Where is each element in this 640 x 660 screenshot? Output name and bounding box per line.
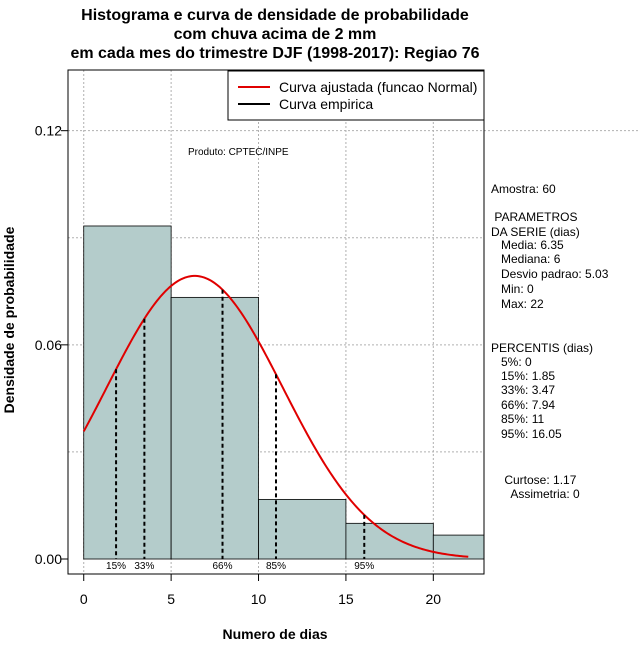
x-tick-label-5: 5	[167, 591, 175, 607]
x-axis-title: Numero de dias	[222, 626, 327, 642]
legend-label-fitted: Curva ajustada (funcao Normal)	[279, 79, 477, 95]
x-tick-label-10: 10	[251, 591, 267, 607]
percentile-label-15: 15%	[106, 561, 126, 572]
histogram-bar-2	[170, 296, 259, 560]
percentile-33: 33%: 3.47	[491, 383, 555, 397]
chart-title-line-3: em cada mes do trimestre DJF (1998-2017)…	[70, 45, 479, 62]
sample-size: Amostra: 60	[491, 182, 556, 196]
percentiles-heading: PERCENTIS (dias)	[491, 341, 593, 355]
y-tick-label-0.12: 0.12	[35, 123, 62, 139]
y-tick-label-0.00: 0.00	[35, 551, 62, 567]
legend-box	[227, 70, 485, 121]
percentile-85: 85%: 11	[491, 412, 544, 426]
percentile-lines: 15% 33% 66% 85% 95%	[106, 289, 374, 572]
histogram-bar-1	[83, 225, 172, 560]
y-axis: 0.00 0.06 0.12	[35, 123, 69, 567]
percentile-15: 15%: 1.85	[491, 369, 555, 383]
chart-title-line-2: com chuva acima de 2 mm	[174, 26, 377, 43]
skewness: Assimetria: 0	[491, 487, 580, 501]
x-tick-label-20: 20	[426, 591, 442, 607]
param-min: Min: 0	[491, 282, 534, 296]
chart-title-line-1: Histograma e curva de densidade de proba…	[81, 7, 469, 24]
params-heading: PARAMETROS	[491, 210, 577, 224]
legend: Curva ajustada (funcao Normal) Curva emp…	[227, 70, 485, 121]
percentile-label-85: 85%	[266, 561, 286, 572]
normal-curve-layer	[82, 274, 469, 558]
histogram-bar-3	[258, 498, 347, 560]
normal-curve	[82, 274, 469, 558]
x-axis: 0 5 10 15 20	[80, 573, 442, 607]
side-panel: Amostra: 60 PARAMETROS DA SERIE (dias) M…	[491, 182, 609, 501]
percentile-66: 66%: 7.94	[491, 398, 555, 412]
param-max: Max: 22	[491, 297, 544, 311]
param-sd: Desvio padrao: 5.03	[491, 267, 609, 281]
percentile-label-95: 95%	[354, 561, 374, 572]
percentile-5: 5%: 0	[491, 355, 532, 369]
kurtosis: Curtose: 1.17	[491, 473, 577, 487]
histogram-bars	[83, 225, 485, 560]
histogram-bar-4	[345, 522, 434, 560]
percentile-label-33: 33%	[134, 561, 154, 572]
params-subheading: DA SERIE (dias)	[491, 225, 580, 239]
y-axis-title: Densidade de probabilidade	[1, 226, 17, 413]
x-tick-label-15: 15	[338, 591, 354, 607]
x-tick-label-0: 0	[80, 591, 88, 607]
percentile-label-66: 66%	[213, 561, 233, 572]
param-median: Mediana: 6	[491, 252, 561, 266]
legend-label-empirical: Curva empirica	[279, 96, 373, 112]
percentile-95: 95%: 16.05	[491, 427, 562, 441]
y-tick-label-0.06: 0.06	[35, 337, 62, 353]
product-annotation: Produto: CPTEC/INPE	[188, 147, 289, 158]
param-mean: Media: 6.35	[491, 238, 564, 252]
